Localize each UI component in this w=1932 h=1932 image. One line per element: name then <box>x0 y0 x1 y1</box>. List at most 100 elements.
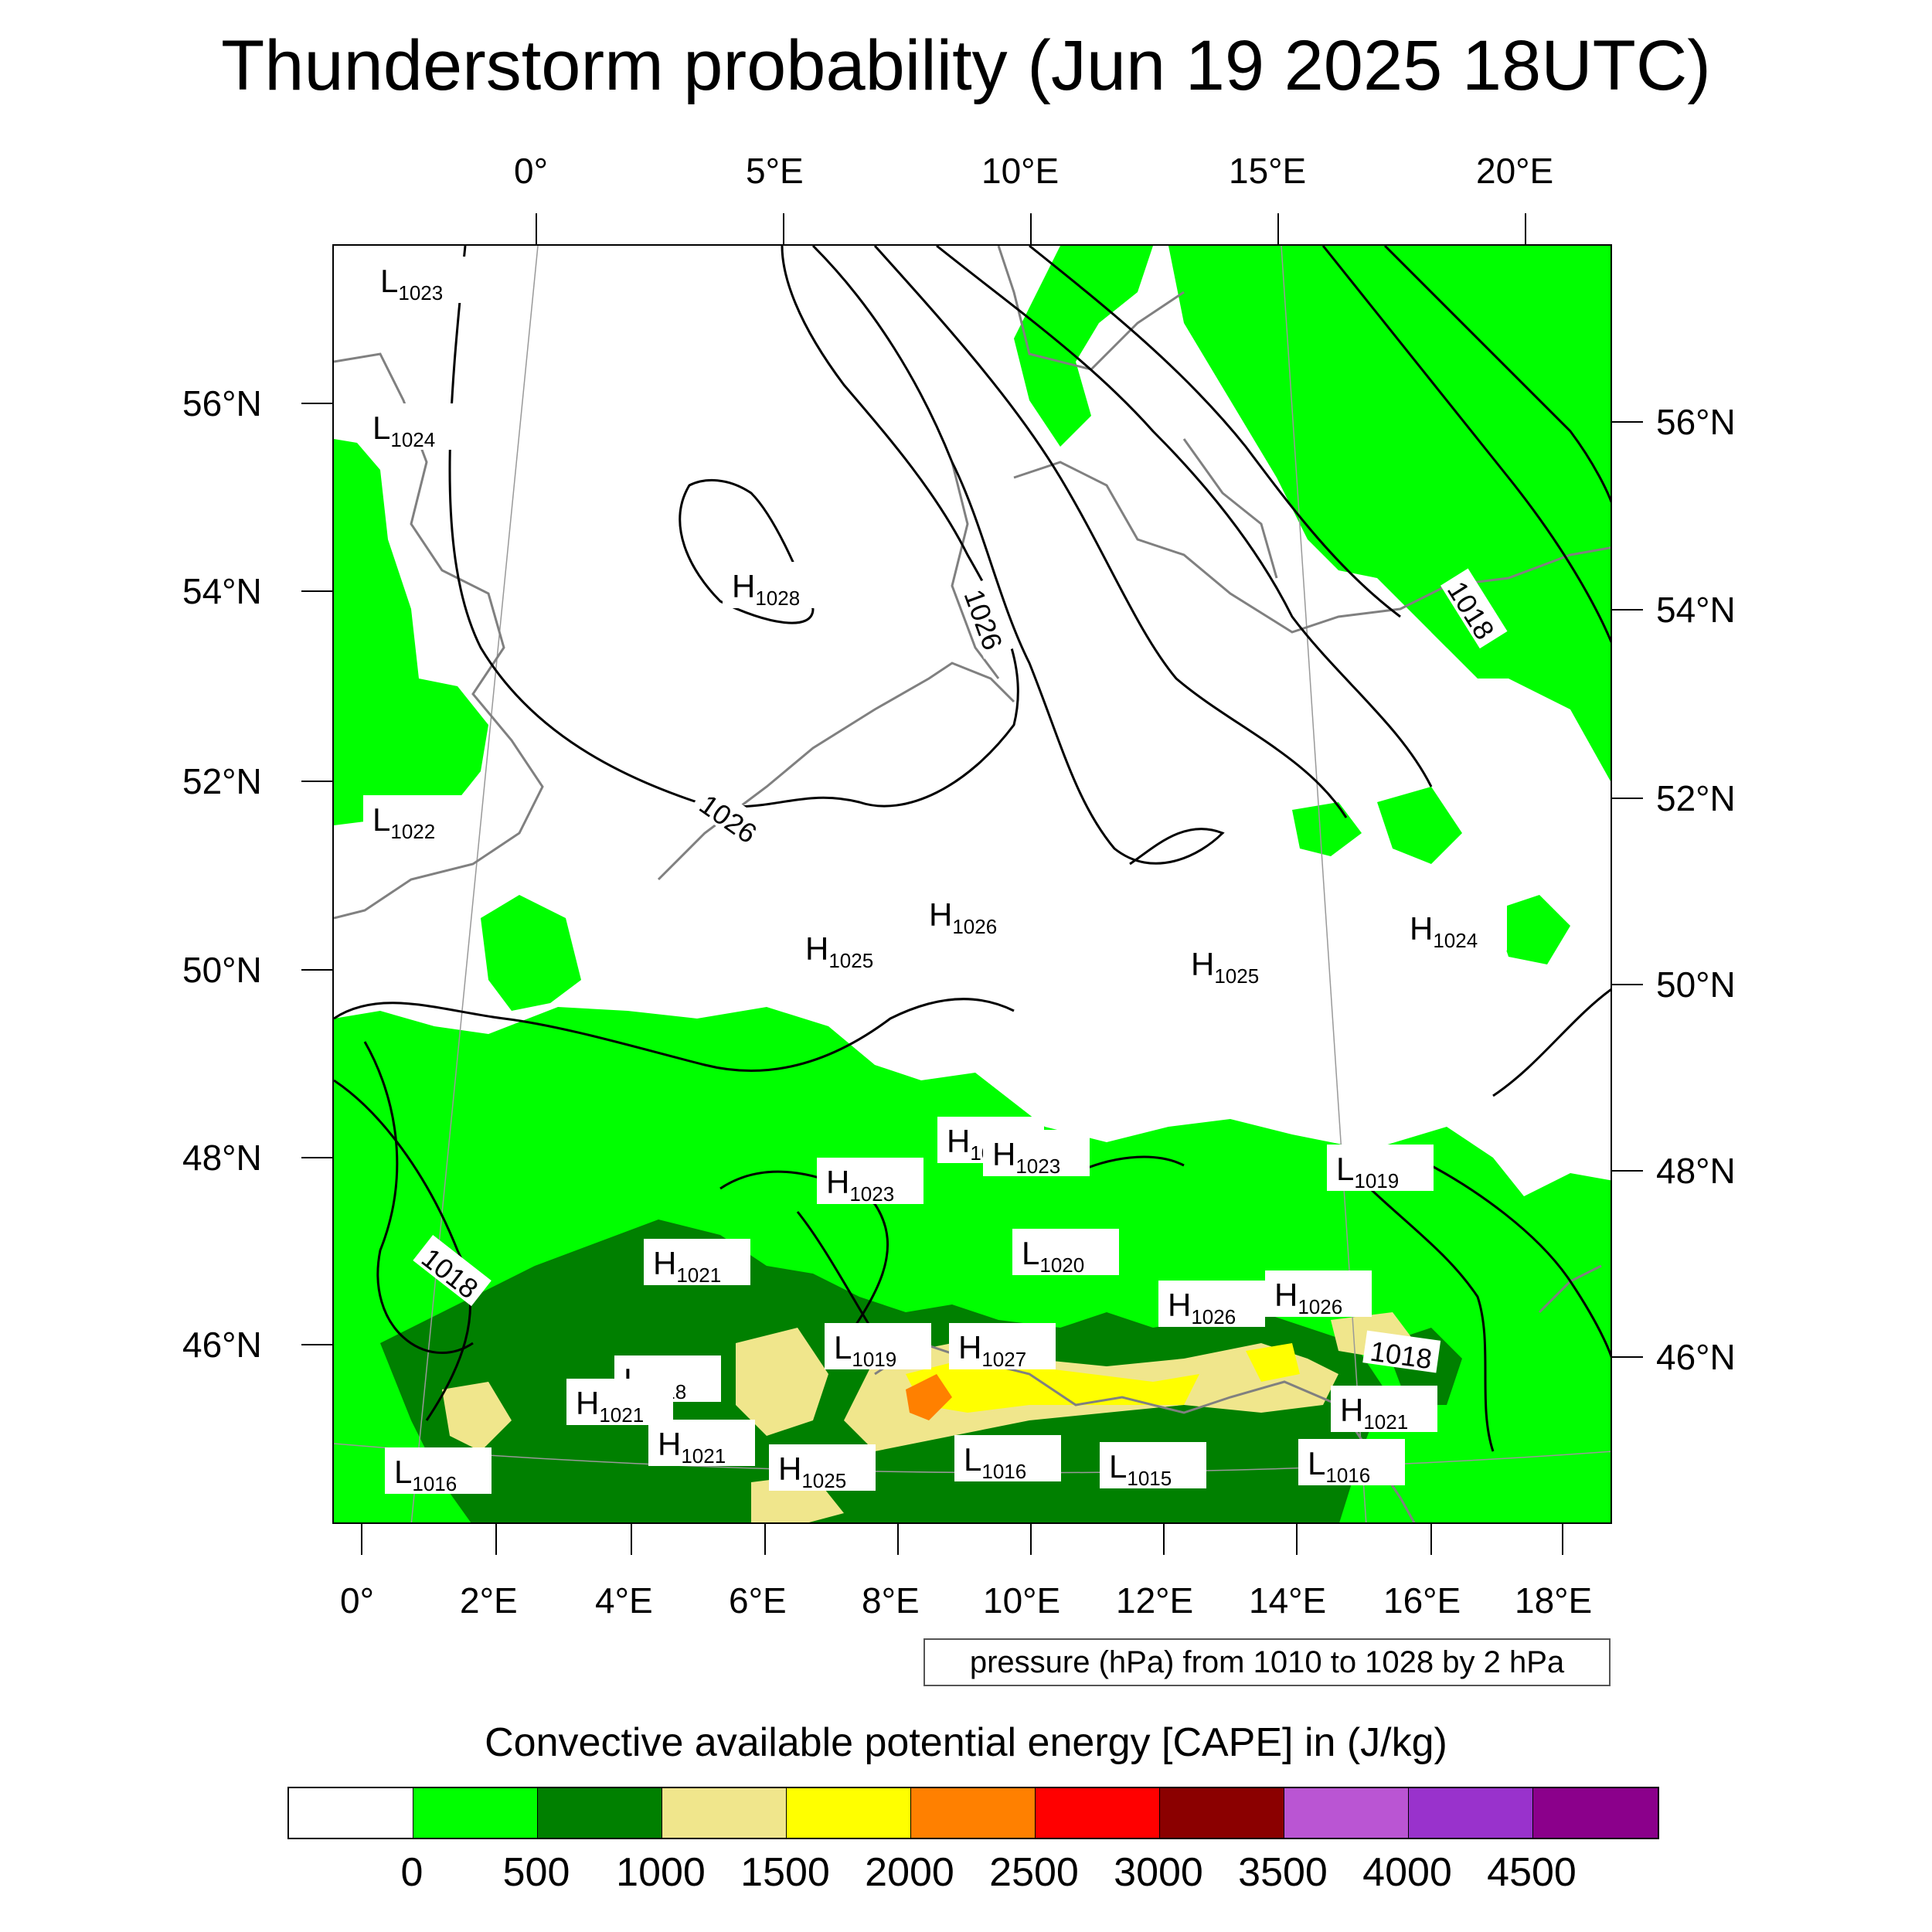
bottom-axis-label: 16°E <box>1383 1580 1461 1621</box>
legend-value: 2000 <box>865 1850 954 1895</box>
legend-swatch <box>413 1788 538 1838</box>
svg-text:L1015: L1015 <box>1109 1448 1172 1490</box>
pressure-center-label: H1024 <box>1400 904 1507 952</box>
pressure-center-label: H1026 <box>1158 1281 1265 1328</box>
svg-text:H1021: H1021 <box>1340 1392 1408 1434</box>
legend-value: 500 <box>502 1850 570 1895</box>
left-axis-label: 50°N <box>182 950 262 990</box>
pressure-center-label: H1025 <box>769 1444 876 1492</box>
left-axis-label: 54°N <box>182 571 262 611</box>
map-frame: 1026 1026 1018 1018 1018 L1023 L1024 H1028… <box>332 244 1612 1524</box>
bottom-axis-label: 12°E <box>1116 1580 1194 1621</box>
bottom-axis-label: 6°E <box>729 1580 787 1621</box>
left-axis-label: 52°N <box>182 761 262 801</box>
pressure-centers: L1023 L1024 H1028 L1022 H1026 H1025 H1025 H1024… <box>363 257 1507 1495</box>
map-title: Thunderstorm probability (Jun 19 2025 18… <box>221 26 1711 105</box>
legend-value: 3500 <box>1238 1850 1328 1895</box>
bottom-axis-label: 2°E <box>460 1580 518 1621</box>
pressure-center-label: L1016 <box>954 1435 1061 1483</box>
legend-value: 4000 <box>1362 1850 1452 1895</box>
svg-text:L1016: L1016 <box>1308 1445 1370 1487</box>
svg-text:H1021: H1021 <box>653 1245 721 1287</box>
right-axis-label: 50°N <box>1656 964 1736 1005</box>
pressure-center-label: L1019 <box>1327 1145 1434 1192</box>
left-axis-label: 46°N <box>182 1325 262 1365</box>
right-axis-label: 46°N <box>1656 1337 1736 1377</box>
legend-value: 3000 <box>1114 1850 1203 1895</box>
svg-text:H1021: H1021 <box>658 1426 726 1468</box>
svg-text:H1027: H1027 <box>958 1329 1026 1371</box>
right-axis-label: 48°N <box>1656 1151 1736 1191</box>
top-axis-label: 15°E <box>1229 151 1307 191</box>
svg-text:H1025: H1025 <box>1191 946 1259 988</box>
pressure-center-label: H1028 <box>723 562 829 610</box>
svg-text:L1022: L1022 <box>372 801 435 843</box>
svg-text:H1028: H1028 <box>732 568 800 610</box>
svg-text:H1023: H1023 <box>992 1136 1060 1178</box>
pressure-center-label: H1021 <box>1331 1386 1437 1434</box>
svg-text:H1025: H1025 <box>778 1451 846 1492</box>
legend-swatch <box>1160 1788 1284 1838</box>
top-axis-label: 5°E <box>746 151 804 191</box>
bottom-axis-label: 4°E <box>595 1580 653 1621</box>
pressure-center-label: H1025 <box>1182 940 1288 988</box>
svg-text:L1019: L1019 <box>834 1329 896 1371</box>
legend-value: 0 <box>400 1850 423 1895</box>
top-axis-label: 20°E <box>1476 151 1554 191</box>
legend-swatch <box>1533 1788 1658 1838</box>
contour-note: pressure (hPa) from 1010 to 1028 by 2 hP… <box>923 1638 1611 1686</box>
bottom-axis-label: 18°E <box>1515 1580 1593 1621</box>
svg-text:H1026: H1026 <box>929 896 997 938</box>
svg-text:H1025: H1025 <box>805 930 873 972</box>
svg-text:H1024: H1024 <box>1410 910 1478 952</box>
legend-swatch <box>538 1788 662 1838</box>
bottom-axis-label: 0° <box>340 1580 374 1621</box>
pressure-center-label: L1020 <box>1012 1229 1119 1277</box>
top-axis-label: 10°E <box>981 151 1060 191</box>
pressure-center-label: L1016 <box>1298 1439 1405 1487</box>
pressure-center-label: L1016 <box>385 1447 492 1495</box>
svg-text:H1026: H1026 <box>1274 1277 1342 1318</box>
pressure-center-label: H1026 <box>920 890 1026 938</box>
legend-swatch <box>911 1788 1036 1838</box>
cape-color-legend <box>287 1787 1659 1839</box>
pressure-center-label: H1023 <box>983 1130 1090 1178</box>
top-axis-label: 0° <box>514 151 548 191</box>
pressure-center-label: L1019 <box>825 1323 931 1371</box>
svg-text:L1016: L1016 <box>964 1441 1026 1483</box>
bottom-axis-label: 10°E <box>983 1580 1061 1621</box>
bottom-axis-label: 14°E <box>1249 1580 1327 1621</box>
pressure-center-label: L1015 <box>1100 1442 1206 1490</box>
pressure-center-label: H1021 <box>644 1239 750 1287</box>
pressure-center-label: L1023 <box>371 257 478 304</box>
legend-swatch <box>1409 1788 1533 1838</box>
pressure-center-label: L1022 <box>363 795 470 843</box>
svg-text:L1016: L1016 <box>394 1454 457 1495</box>
legend-swatch <box>662 1788 787 1838</box>
svg-text:H1026: H1026 <box>1168 1287 1236 1328</box>
weather-map: 1026 1026 1018 1018 1018 L1023L1024H1028… <box>334 246 1611 1522</box>
legend-title: Convective available potential energy [C… <box>485 1720 1447 1765</box>
right-axis-label: 52°N <box>1656 778 1736 818</box>
legend-value: 1500 <box>740 1850 830 1895</box>
legend-swatch <box>289 1788 413 1838</box>
right-axis-label: 56°N <box>1656 402 1736 442</box>
pressure-center-label: L1024 <box>363 403 470 451</box>
pressure-center-label: H1025 <box>796 924 903 972</box>
left-axis-label: 48°N <box>182 1138 262 1178</box>
legend-value: 1000 <box>616 1850 706 1895</box>
svg-text:H1023: H1023 <box>826 1164 894 1206</box>
svg-text:L1023: L1023 <box>380 263 443 304</box>
legend-swatch <box>1036 1788 1160 1838</box>
svg-text:H1021: H1021 <box>576 1385 644 1427</box>
pressure-center-label: H1026 <box>1265 1270 1372 1318</box>
pressure-center-label: H1021 <box>648 1420 755 1468</box>
svg-text:L1019: L1019 <box>1336 1151 1399 1192</box>
pressure-center-label: H1021 <box>566 1379 673 1427</box>
legend-value: 4500 <box>1487 1850 1577 1895</box>
bottom-axis-label: 8°E <box>862 1580 920 1621</box>
legend-swatch <box>787 1788 911 1838</box>
left-axis-label: 56°N <box>182 383 262 423</box>
right-axis-label: 54°N <box>1656 590 1736 630</box>
legend-value: 2500 <box>989 1850 1079 1895</box>
